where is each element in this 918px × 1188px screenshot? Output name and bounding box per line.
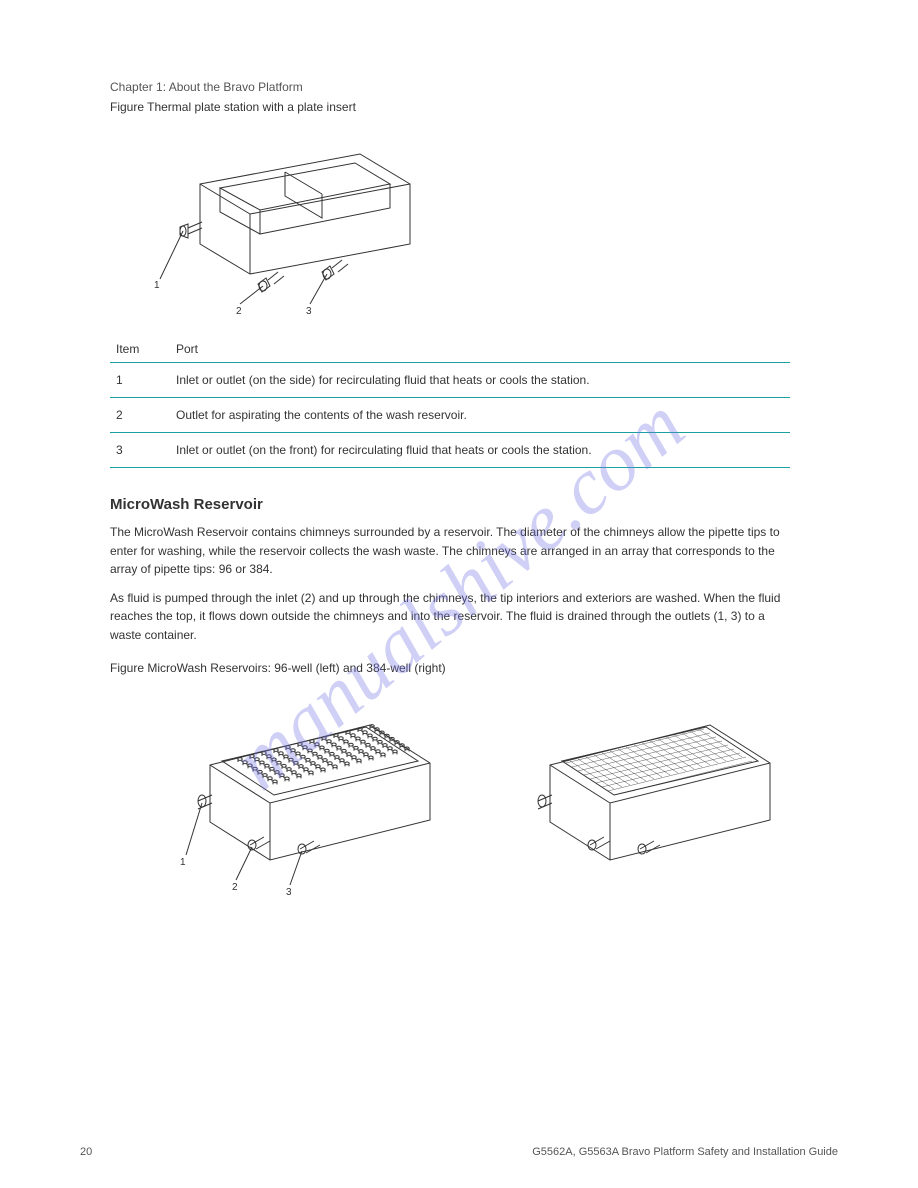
table-row: 1 Inlet or outlet (on the side) for reci…: [110, 363, 790, 398]
cell-item: 3: [110, 433, 170, 468]
figure2-pin3: 3: [286, 887, 292, 895]
cell-item: 2: [110, 398, 170, 433]
cell-port: Inlet or outlet (on the front) for recir…: [170, 433, 790, 468]
chapter-header: Chapter 1: About the Bravo Platform: [110, 80, 838, 94]
cell-item: 1: [110, 363, 170, 398]
figure2-pin2: 2: [232, 882, 238, 893]
cell-port: Inlet or outlet (on the side) for recirc…: [170, 363, 790, 398]
figure1-title: Figure Thermal plate station with a plat…: [110, 100, 838, 114]
figure1-pin2: 2: [236, 306, 242, 314]
table-row: 3 Inlet or outlet (on the front) for rec…: [110, 433, 790, 468]
figure1-drawing: 1 2 3: [110, 124, 430, 314]
figure1-pin3: 3: [306, 306, 312, 314]
th-port: Port: [170, 334, 790, 363]
page-number: 20: [80, 1146, 92, 1158]
figure2-left-drawing: 1 2 3: [140, 685, 440, 895]
section-p1: The MicroWash Reservoir contains chimney…: [110, 523, 790, 579]
th-item: Item: [110, 334, 170, 363]
figure2-pin1: 1: [180, 857, 186, 868]
figure2-right-drawing: [480, 685, 780, 895]
section-p2: As fluid is pumped through the inlet (2)…: [110, 589, 790, 645]
figure1-pin1: 1: [154, 280, 160, 291]
cell-port: Outlet for aspirating the contents of th…: [170, 398, 790, 433]
figure2-title: Figure MicroWash Reservoirs: 96-well (le…: [110, 661, 838, 675]
table-row: 2 Outlet for aspirating the contents of …: [110, 398, 790, 433]
section-heading: MicroWash Reservoir: [110, 496, 838, 513]
doc-title: G5562A, G5563A Bravo Platform Safety and…: [532, 1146, 838, 1158]
ports-table: Item Port 1 Inlet or outlet (on the side…: [110, 334, 790, 468]
